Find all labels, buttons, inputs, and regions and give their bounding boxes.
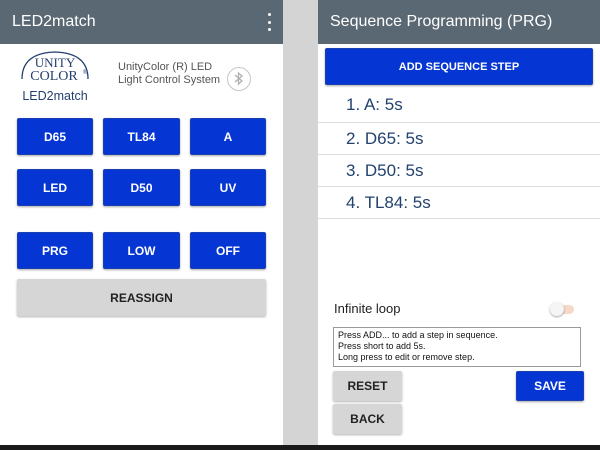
infinite-loop-toggle[interactable]: [550, 302, 576, 316]
prg-button[interactable]: PRG: [17, 232, 93, 269]
app-subtitle: UnityColor (R) LED Light Control System: [118, 61, 221, 86]
d65-button[interactable]: D65: [17, 118, 93, 155]
sequence-step[interactable]: 4. TL84: 5s: [318, 187, 600, 219]
sequence-step[interactable]: 1. A: 5s: [318, 86, 600, 123]
low-button[interactable]: LOW: [103, 232, 180, 269]
unitycolor-logo: UNITY COLOR ® LED2match: [21, 51, 89, 103]
save-button[interactable]: SAVE: [516, 371, 584, 401]
sequence-step[interactable]: 3. D50: 5s: [318, 155, 600, 187]
app-title: LED2match: [12, 13, 96, 30]
svg-text:®: ®: [83, 69, 88, 76]
infinite-loop-label: Infinite loop: [334, 301, 401, 316]
svg-text:UNITY: UNITY: [35, 55, 76, 70]
overflow-menu-icon[interactable]: [267, 13, 271, 31]
help-line: Long press to edit or remove step.: [338, 352, 475, 362]
bottom-bar: [0, 445, 600, 450]
svg-text:LED2match: LED2match: [22, 89, 87, 103]
screen-title: Sequence Programming (PRG): [330, 13, 553, 30]
bluetooth-icon[interactable]: [227, 67, 251, 91]
led-button[interactable]: LED: [17, 169, 93, 206]
help-text-box: Press ADD... to add a step in sequence. …: [333, 327, 581, 367]
sequence-programming-screen: Sequence Programming (PRG) ADD SEQUENCE …: [318, 0, 600, 450]
help-line: Press ADD... to add a step in sequence.: [338, 330, 498, 340]
help-line: Press short to add 5s.: [338, 341, 426, 351]
back-button[interactable]: BACK: [333, 404, 402, 434]
svg-text:COLOR: COLOR: [30, 69, 78, 84]
sequence-step-list: 1. A: 5s 2. D65: 5s 3. D50: 5s 4. TL84: …: [318, 86, 600, 219]
sequence-step[interactable]: 2. D65: 5s: [318, 123, 600, 155]
uv-button[interactable]: UV: [190, 169, 266, 206]
app-bar: LED2match: [0, 0, 283, 44]
d50-button[interactable]: D50: [103, 169, 180, 206]
reset-button[interactable]: RESET: [333, 371, 402, 401]
reassign-button[interactable]: REASSIGN: [17, 279, 266, 316]
a-button[interactable]: A: [190, 118, 266, 155]
off-button[interactable]: OFF: [190, 232, 266, 269]
tl84-button[interactable]: TL84: [103, 118, 180, 155]
led2match-screen: LED2match UNITY COLOR ® LED2match UnityC…: [0, 0, 283, 450]
add-sequence-step-button[interactable]: ADD SEQUENCE STEP: [325, 48, 593, 85]
app-bar: Sequence Programming (PRG): [318, 0, 600, 44]
